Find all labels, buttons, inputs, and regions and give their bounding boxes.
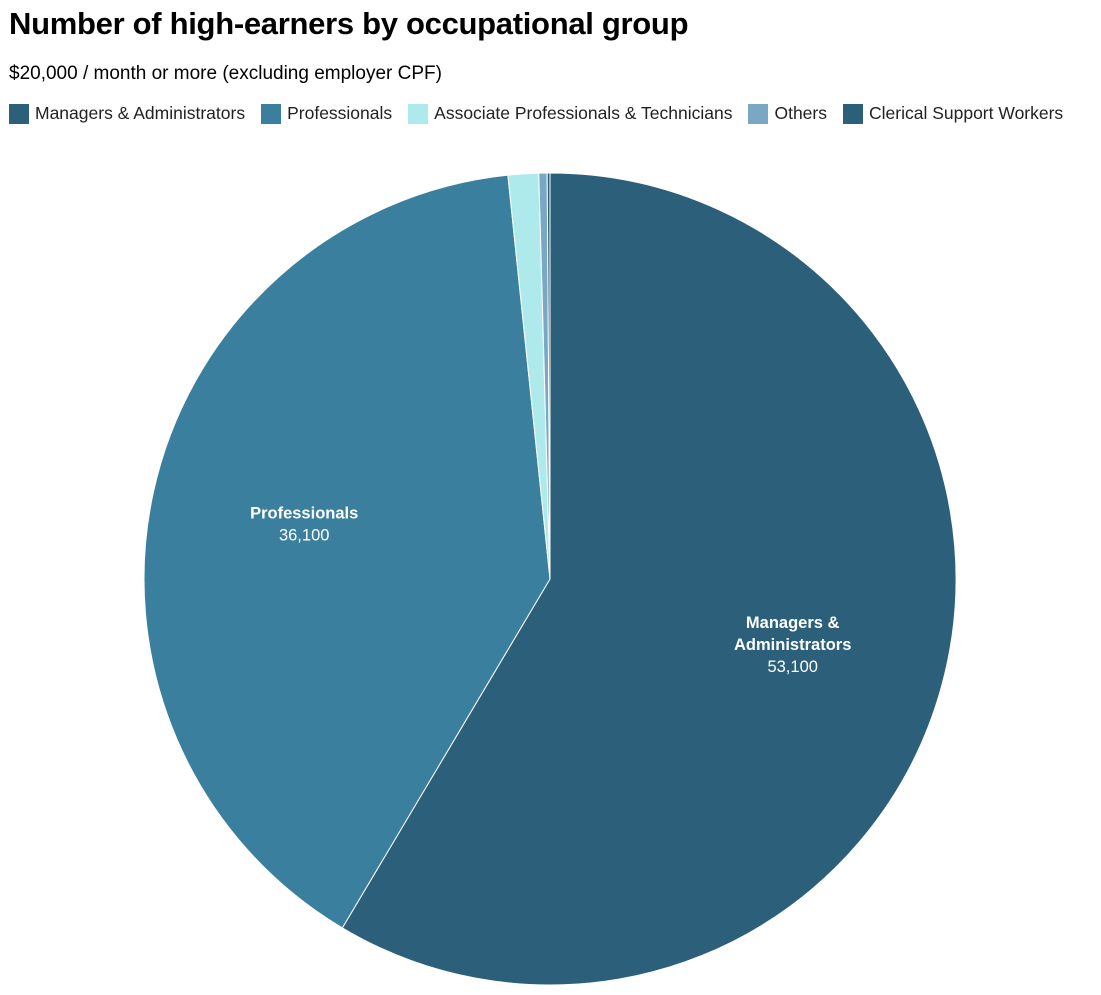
legend-swatch [261,103,282,124]
slice-value-label: 53,100 [767,658,817,676]
pie-slice[interactable] [546,172,551,580]
legend-item[interactable]: Others [748,103,827,124]
chart-subtitle: $20,000 / month or more (excluding emplo… [9,63,442,84]
slice-label-name: Professionals [250,504,358,522]
slice-label-name: Managers & [746,614,840,632]
legend-label: Associate Professionals & Technicians [434,103,733,123]
legend-label: Professionals [287,103,393,123]
legend-swatch [408,103,429,124]
slice-label: Professionals 36,100 [250,504,358,544]
slice-value-label: 36,100 [279,526,329,544]
chart-legend: Managers & Administrators Professionals As… [9,103,1063,124]
slice-label: Managers & Administrators 53,100 [734,614,851,676]
legend-item[interactable]: Managers & Administrators [9,103,245,124]
chart-title: Number of high-earners by occupational g… [9,6,689,41]
legend-label: Others [774,103,827,123]
slice-label-name: Administrators [734,636,851,654]
legend-item[interactable]: Professionals [261,103,392,124]
legend-swatch [748,103,769,124]
legend-item[interactable]: Clerical Support Workers [843,103,1063,124]
legend-label: Clerical Support Workers [869,103,1064,123]
legend-swatch [843,103,863,124]
pie-slice[interactable] [143,174,551,929]
legend-swatch [9,103,29,124]
legend-label: Managers & Administrators [35,103,246,123]
pie-slice[interactable] [341,172,957,986]
legend-item[interactable]: Associate Professionals & Technicians [408,103,732,124]
